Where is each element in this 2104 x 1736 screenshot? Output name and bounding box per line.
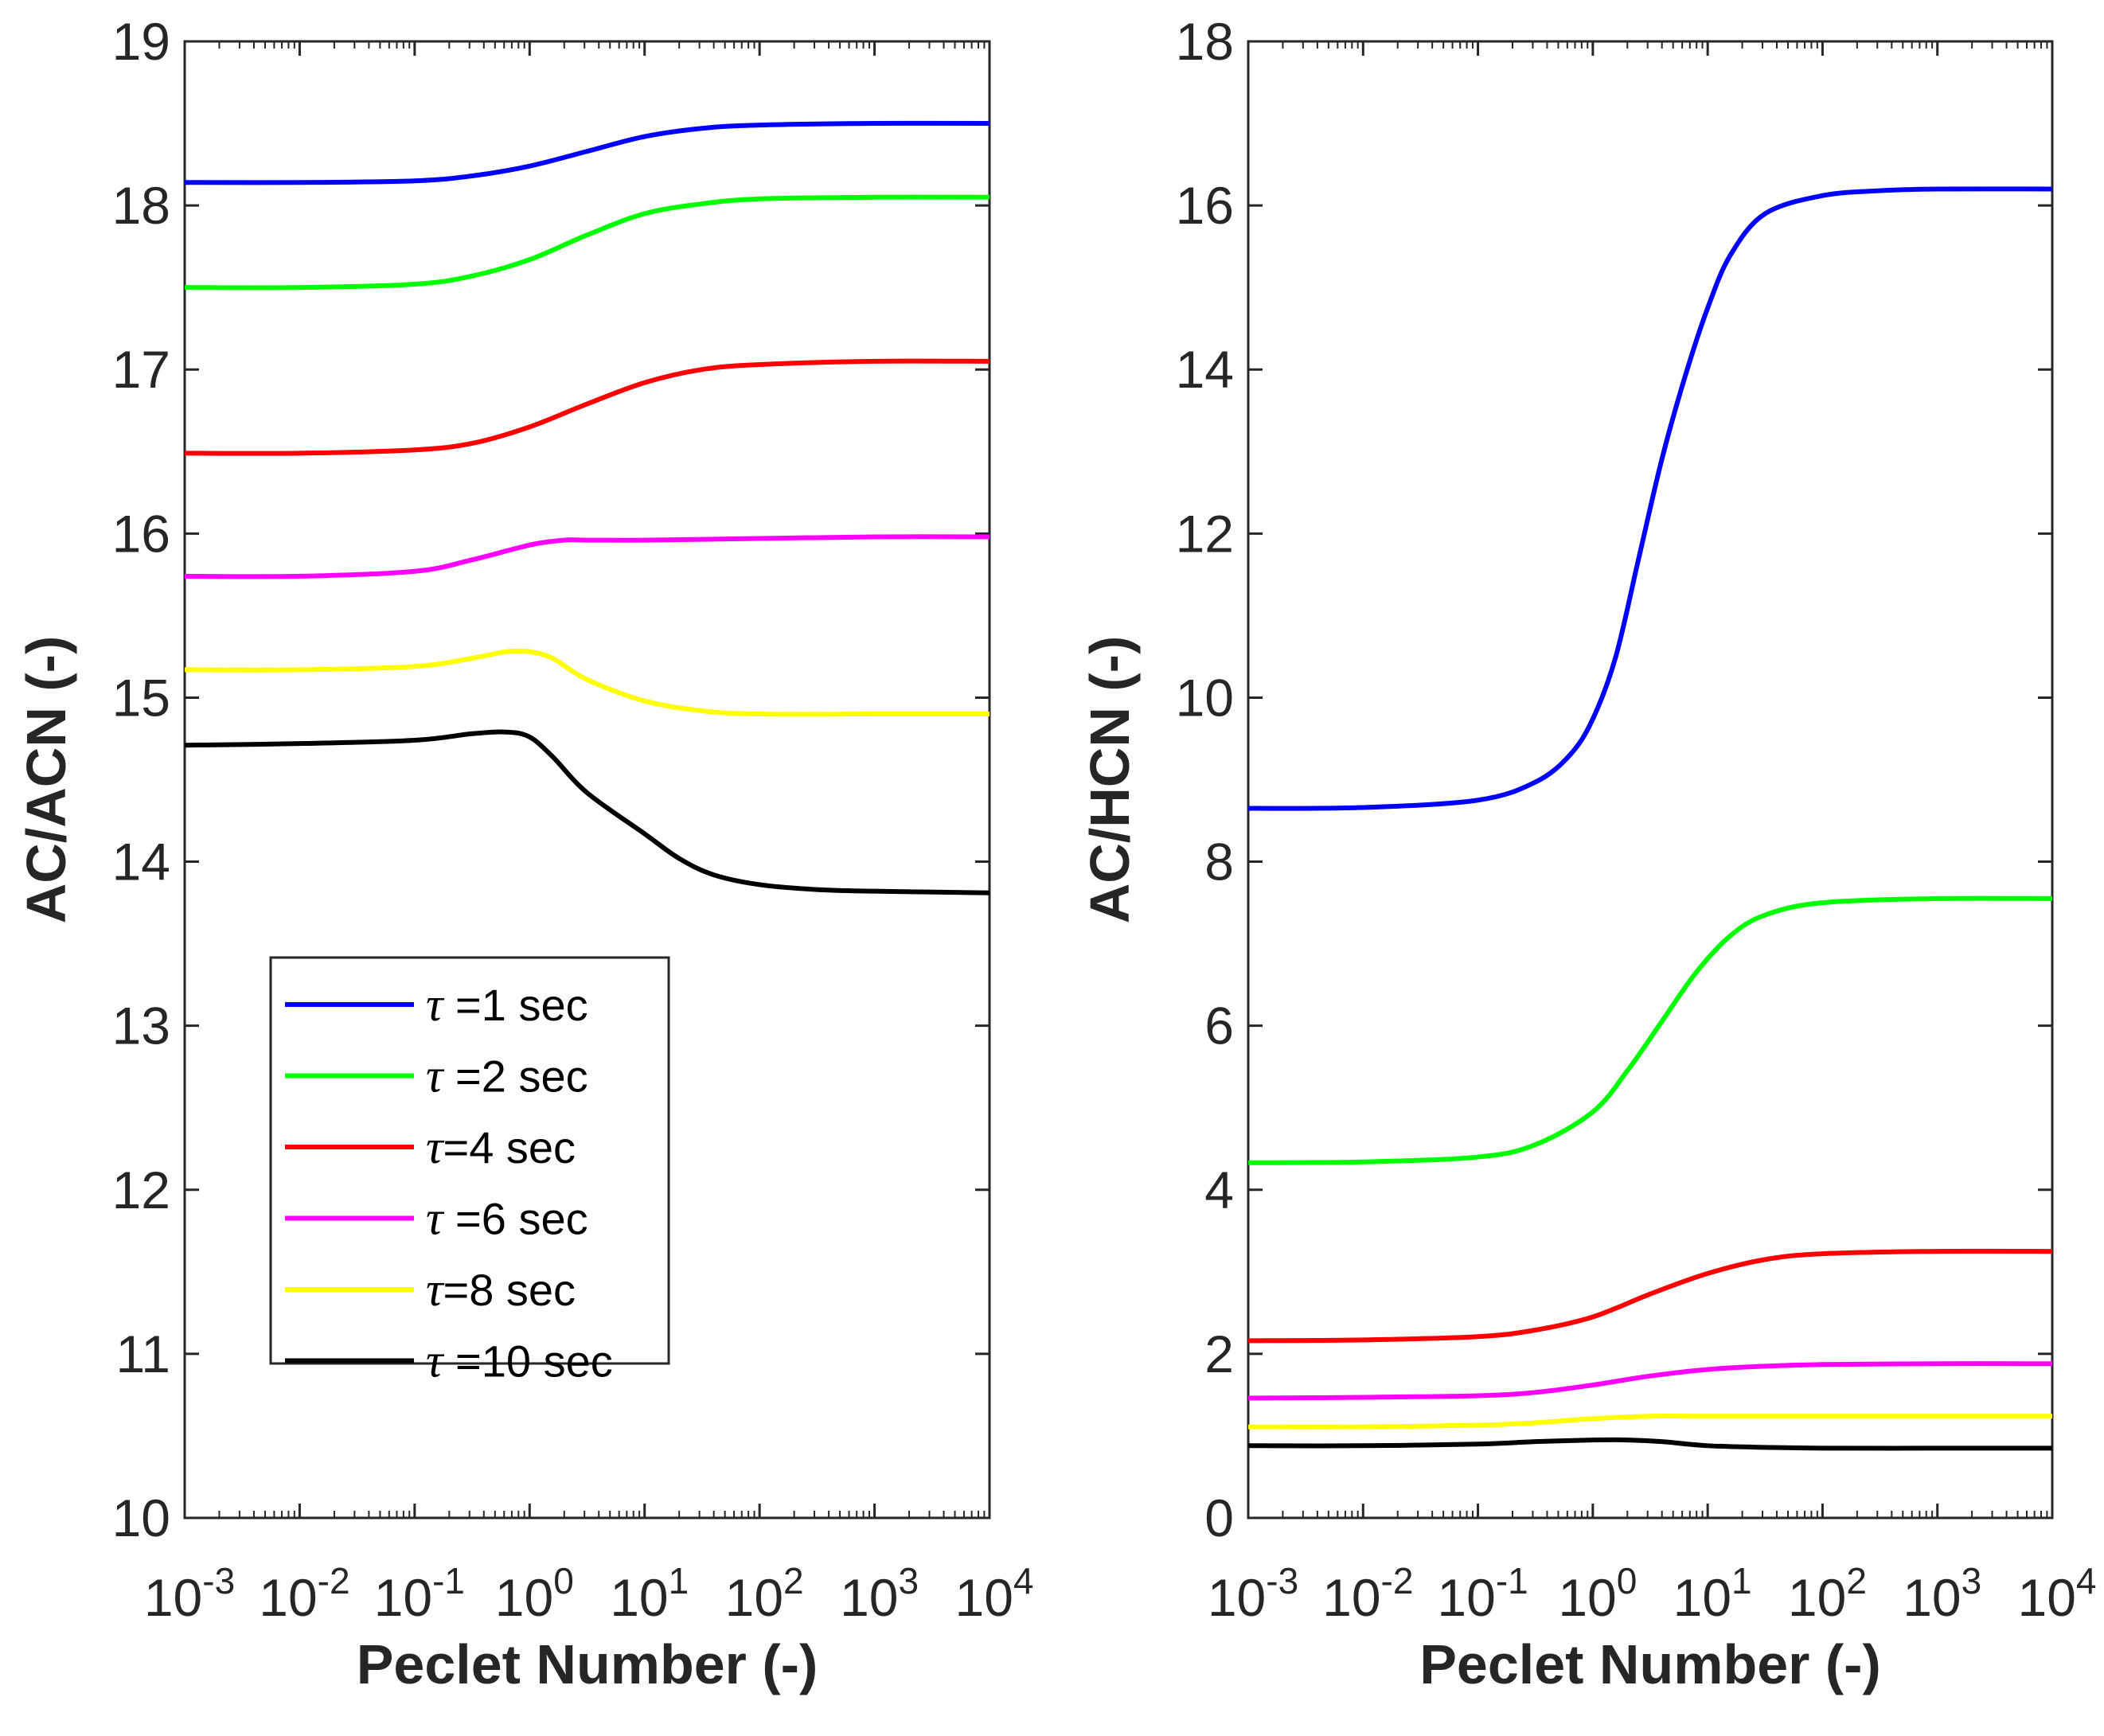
x-tick-label: 103 <box>1903 1560 1981 1627</box>
y-axis-title: AC/ACN (-) <box>15 636 77 924</box>
series-line <box>1247 1437 2052 1451</box>
series-line <box>184 194 990 291</box>
y-tick-label: 13 <box>112 997 170 1055</box>
series-line <box>1247 186 2053 811</box>
y-tick-label: 19 <box>112 12 170 71</box>
x-tick-label: 104 <box>954 1560 1033 1627</box>
series-line <box>184 534 990 579</box>
series-line <box>1247 895 2053 1165</box>
x-axis-title: Peclet Number (-) <box>1419 1633 1881 1695</box>
x-tick-label: 100 <box>1558 1560 1637 1627</box>
x-tick-label: 103 <box>840 1560 919 1627</box>
y-tick-label: 8 <box>1204 833 1234 891</box>
y-tick-label: 10 <box>112 1488 170 1547</box>
legend-entry: τ=8 sec <box>426 1263 576 1316</box>
y-tick-label: 15 <box>112 668 170 727</box>
series-line <box>1247 1248 2053 1344</box>
legend-entry: τ =2 sec <box>426 1050 588 1102</box>
y-tick-label: 4 <box>1204 1161 1234 1219</box>
x-tick-label: 100 <box>495 1560 574 1627</box>
legend: τ =1 sec τ =2 sec τ=4 sec τ =6 sec τ=8 sec τ … <box>269 956 670 1387</box>
legend-entry: τ =1 sec <box>426 978 588 1031</box>
y-tick-label: 0 <box>1204 1488 1234 1547</box>
y-tick-label: 18 <box>1176 12 1234 71</box>
x-tick-label: 10-1 <box>1437 1560 1528 1627</box>
y-tick-label: 11 <box>115 1324 170 1383</box>
chart-ac-acn: 10 11 12 13 14 15 16 17 18 19 10-3 10-2 10-1 100 101 10… <box>15 12 1034 1695</box>
series-line <box>1247 1413 2052 1430</box>
y-tick-label: 16 <box>112 504 170 563</box>
x-tick-label: 10-3 <box>144 1560 235 1627</box>
y-tick-label: 2 <box>1204 1324 1234 1383</box>
x-tick-label: 101 <box>610 1560 689 1627</box>
x-tick-label: 101 <box>1673 1560 1752 1627</box>
legend-box <box>269 956 670 1365</box>
y-tick-label: 14 <box>1176 340 1234 399</box>
y-tick-label: 14 <box>112 833 170 891</box>
legend-entry: τ =6 sec <box>426 1192 588 1245</box>
series-line <box>184 120 990 185</box>
series-line <box>184 648 990 717</box>
x-tick-label: 102 <box>1788 1560 1867 1627</box>
y-tick-label: 16 <box>1176 176 1234 235</box>
x-tick-label: 102 <box>725 1560 804 1627</box>
y-tick-label: 18 <box>112 176 170 235</box>
x-tick-label: 10-2 <box>259 1560 349 1627</box>
x-tick-label: 10-1 <box>374 1560 465 1627</box>
y-axis-title: AC/HCN (-) <box>1079 636 1141 924</box>
y-tick-label: 6 <box>1204 997 1234 1055</box>
series-line <box>184 358 990 456</box>
series-line <box>1247 1361 2053 1401</box>
plot-area <box>1247 40 2054 1519</box>
y-tick-label: 10 <box>1176 668 1234 727</box>
x-axis-title: Peclet Number (-) <box>357 1633 818 1695</box>
x-tick-label: 104 <box>2017 1560 2096 1627</box>
chart-ac-hcn: 0 2 4 6 8 10 12 14 16 18 10-3 10-2 10-1 100 101 102 103 1… <box>1079 12 2097 1695</box>
y-tick-label: 17 <box>112 340 170 399</box>
series-line <box>184 729 990 895</box>
x-tick-label: 10-3 <box>1208 1560 1298 1627</box>
y-tick-label: 12 <box>112 1161 170 1219</box>
y-tick-label: 12 <box>1176 504 1234 563</box>
x-tick-label: 10-2 <box>1322 1560 1413 1627</box>
legend-entry: τ=4 sec <box>426 1121 576 1173</box>
legend-entry: τ =10 sec <box>426 1335 613 1387</box>
